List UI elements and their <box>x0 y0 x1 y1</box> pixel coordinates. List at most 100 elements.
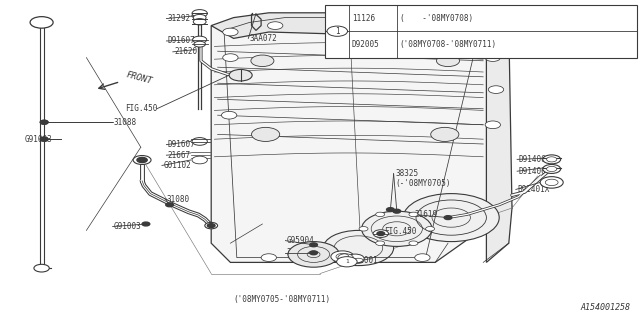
Text: 31292*A: 31292*A <box>168 14 200 23</box>
Text: 21667: 21667 <box>168 151 191 160</box>
Circle shape <box>252 127 280 141</box>
Circle shape <box>403 194 499 242</box>
Circle shape <box>543 164 561 173</box>
Circle shape <box>192 138 207 145</box>
Text: D91406: D91406 <box>518 155 546 164</box>
Bar <box>325 5 637 58</box>
Text: ('08MY0708-'08MY0711): ('08MY0708-'08MY0711) <box>399 40 497 49</box>
Circle shape <box>193 36 207 43</box>
Circle shape <box>466 38 481 45</box>
Circle shape <box>207 224 215 228</box>
Circle shape <box>194 41 205 47</box>
Circle shape <box>133 156 151 164</box>
Circle shape <box>436 55 460 67</box>
Polygon shape <box>486 26 512 262</box>
Circle shape <box>431 127 459 141</box>
Text: 1: 1 <box>345 259 349 264</box>
Circle shape <box>540 177 563 188</box>
Text: D91607: D91607 <box>168 140 195 149</box>
Circle shape <box>485 54 500 61</box>
Circle shape <box>359 227 368 231</box>
Circle shape <box>310 243 317 247</box>
Circle shape <box>221 111 237 119</box>
Circle shape <box>205 222 218 229</box>
Circle shape <box>261 254 276 261</box>
Text: G95904: G95904 <box>287 236 314 245</box>
Circle shape <box>193 14 206 21</box>
Circle shape <box>409 241 418 245</box>
Circle shape <box>338 19 353 27</box>
Circle shape <box>166 203 173 207</box>
Circle shape <box>193 19 206 25</box>
Circle shape <box>408 22 424 29</box>
Circle shape <box>40 137 48 141</box>
Circle shape <box>362 211 432 246</box>
Circle shape <box>223 28 238 36</box>
Circle shape <box>545 179 558 186</box>
Circle shape <box>223 54 238 61</box>
Circle shape <box>377 232 385 236</box>
Text: 38325: 38325 <box>396 169 419 178</box>
Text: FIG.450: FIG.450 <box>125 104 157 113</box>
Circle shape <box>346 254 364 263</box>
Circle shape <box>137 157 147 163</box>
Circle shape <box>310 251 317 255</box>
Text: G91003: G91003 <box>24 135 52 144</box>
Circle shape <box>34 264 49 272</box>
Circle shape <box>373 230 388 237</box>
Circle shape <box>288 242 339 267</box>
Circle shape <box>323 230 394 266</box>
Text: B91401X: B91401X <box>517 185 550 194</box>
Circle shape <box>466 27 481 34</box>
Text: 3AA072: 3AA072 <box>250 34 277 43</box>
Polygon shape <box>211 13 509 38</box>
Circle shape <box>229 69 252 81</box>
Circle shape <box>547 166 557 172</box>
Circle shape <box>40 137 48 141</box>
Circle shape <box>338 38 353 45</box>
Circle shape <box>40 120 48 124</box>
Circle shape <box>331 251 354 262</box>
Text: D91607: D91607 <box>168 36 195 45</box>
Circle shape <box>488 86 504 93</box>
Circle shape <box>376 212 385 217</box>
Circle shape <box>30 17 53 28</box>
Circle shape <box>192 10 207 17</box>
Text: 1: 1 <box>335 27 340 36</box>
Circle shape <box>337 257 357 267</box>
Text: FIG.450: FIG.450 <box>384 227 417 236</box>
Circle shape <box>40 120 48 124</box>
Circle shape <box>426 227 435 231</box>
Circle shape <box>444 216 452 220</box>
Circle shape <box>547 157 557 162</box>
Text: 31088: 31088 <box>114 118 137 127</box>
Text: B92001: B92001 <box>351 256 378 265</box>
Circle shape <box>393 209 401 213</box>
Circle shape <box>251 55 274 67</box>
Text: G91003: G91003 <box>114 222 141 231</box>
Text: -'08MY0708): -'08MY0708) <box>413 14 473 23</box>
Text: (: ( <box>399 14 404 23</box>
Text: D92005: D92005 <box>352 40 380 49</box>
Circle shape <box>376 241 385 245</box>
Circle shape <box>327 26 348 36</box>
Circle shape <box>485 121 500 129</box>
Circle shape <box>268 22 283 29</box>
Circle shape <box>387 208 394 212</box>
Text: A154001258: A154001258 <box>580 303 630 312</box>
Text: 21619: 21619 <box>415 210 438 219</box>
Circle shape <box>192 156 207 164</box>
Polygon shape <box>211 26 512 262</box>
Circle shape <box>543 155 561 164</box>
Circle shape <box>409 212 418 217</box>
Circle shape <box>142 222 150 226</box>
Circle shape <box>338 254 353 261</box>
Text: 11126: 11126 <box>352 14 375 23</box>
Text: D91406: D91406 <box>518 167 546 176</box>
Text: 21620: 21620 <box>174 47 197 56</box>
Circle shape <box>415 254 430 261</box>
Text: 31080: 31080 <box>166 195 189 204</box>
Text: 38372: 38372 <box>287 248 310 257</box>
Text: ('08MY0705-'08MY0711): ('08MY0705-'08MY0711) <box>234 295 331 304</box>
Text: FRONT: FRONT <box>125 71 153 86</box>
